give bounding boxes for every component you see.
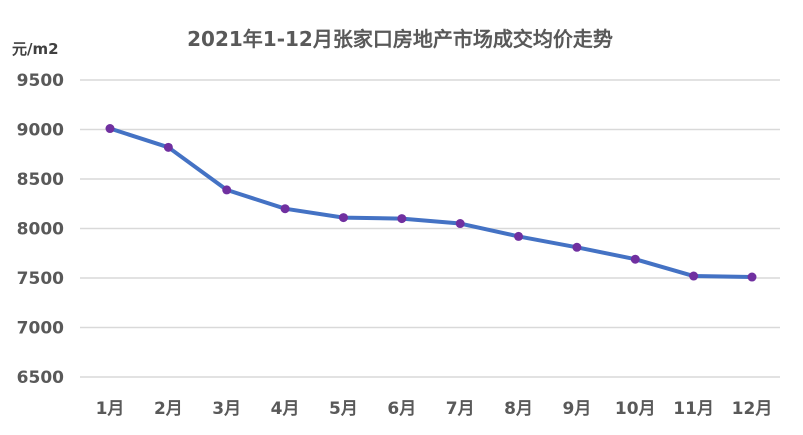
data-point bbox=[689, 271, 699, 281]
y-tick-label: 8000 bbox=[17, 220, 64, 240]
data-point bbox=[280, 204, 290, 214]
x-tick-label: 10月 bbox=[615, 399, 656, 419]
series-line bbox=[108, 126, 754, 280]
data-point bbox=[338, 213, 348, 223]
x-tick-label: 9月 bbox=[562, 399, 591, 419]
x-tick-label: 1月 bbox=[96, 399, 125, 419]
y-tick-label: 8500 bbox=[17, 170, 64, 190]
chart-title: 2021年1-12月张家口房地产市场成交均价走势 bbox=[187, 27, 613, 51]
data-point bbox=[747, 272, 757, 282]
data-point bbox=[222, 185, 232, 195]
series-group bbox=[105, 124, 757, 282]
x-tick-label: 2月 bbox=[154, 399, 183, 419]
x-tick-label: 7月 bbox=[446, 399, 475, 419]
x-tick-label: 11月 bbox=[673, 399, 714, 419]
data-point bbox=[572, 242, 582, 252]
gridlines bbox=[80, 79, 780, 378]
x-axis-ticks: 1月 2月 3月 4月 5月 6月 7月 8月 9月 10月 11月 12月 bbox=[96, 399, 773, 419]
x-tick-label: 6月 bbox=[387, 399, 416, 419]
data-point bbox=[397, 214, 407, 224]
y-tick-label: 7000 bbox=[17, 319, 64, 339]
y-tick-label: 7500 bbox=[17, 269, 64, 289]
data-point bbox=[163, 142, 173, 152]
x-tick-label: 8月 bbox=[504, 399, 533, 419]
x-tick-label: 12月 bbox=[732, 399, 773, 419]
data-point bbox=[514, 231, 524, 241]
x-tick-label: 4月 bbox=[271, 399, 300, 419]
y-tick-label: 6500 bbox=[17, 368, 64, 388]
y-axis-ticks: 6500 7000 7500 8000 8500 9000 9500 bbox=[17, 71, 64, 388]
y-tick-label: 9000 bbox=[17, 121, 64, 141]
x-tick-label: 3月 bbox=[212, 399, 241, 419]
y-axis-unit-label: 元/m2 bbox=[12, 40, 59, 58]
y-tick-label: 9500 bbox=[17, 71, 64, 91]
data-point bbox=[630, 254, 640, 264]
data-point bbox=[455, 219, 465, 229]
x-tick-label: 5月 bbox=[329, 399, 358, 419]
data-point bbox=[105, 124, 115, 134]
